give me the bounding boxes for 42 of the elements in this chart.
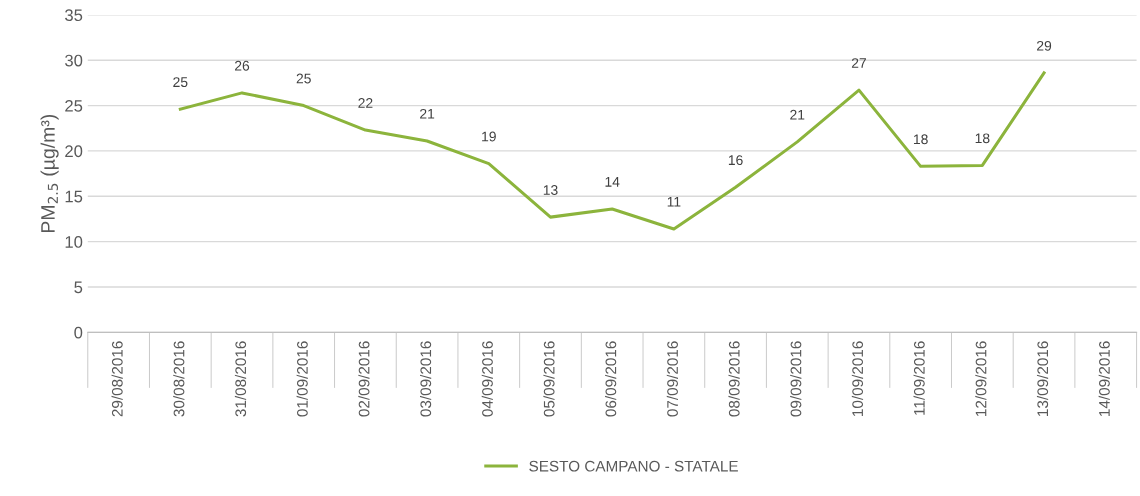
data-label: 25 [173, 77, 188, 88]
x-tick-label: 07/09/2016 [666, 341, 678, 417]
x-tick-label: 06/09/2016 [605, 341, 617, 417]
x-tick-label: 01/09/2016 [296, 341, 308, 417]
y-axis-title: PM$_{2.5}$ (µg/m³) [40, 114, 59, 233]
x-tick-label: 02/09/2016 [358, 341, 370, 417]
data-label: 16 [728, 155, 743, 166]
x-tick-label: 30/08/2016 [173, 341, 185, 417]
y-tick-label: 0 [74, 326, 83, 339]
legend-label: SESTO CAMPANO - STATALE [529, 460, 738, 472]
x-tick-label: 04/09/2016 [481, 341, 493, 417]
x-tick-label: 08/09/2016 [728, 341, 740, 417]
x-tick-label: 31/08/2016 [234, 341, 247, 417]
data-label: 14 [605, 177, 620, 187]
x-tick-label: 29/08/2016 [111, 341, 123, 417]
y-tick-label: 5 [74, 281, 83, 294]
data-label: 21 [790, 109, 805, 120]
data-label: 11 [667, 197, 681, 207]
x-tick-label: 09/09/2016 [790, 341, 802, 417]
y-tick-label: 10 [65, 236, 83, 248]
x-tick-label: 10/09/2016 [851, 341, 864, 416]
y-tick-label: 25 [65, 99, 83, 112]
data-label: 22 [358, 98, 373, 108]
data-label: 18 [913, 134, 928, 145]
y-tick-label: 35 [65, 9, 83, 22]
data-label: 26 [234, 60, 250, 71]
x-tick-label: 03/09/2016 [419, 341, 432, 417]
y-tick-label: 15 [65, 190, 83, 203]
x-tick-label: 05/09/2016 [543, 341, 555, 417]
data-label: 25 [296, 73, 311, 84]
x-tick-label: 11/09/2016 [913, 341, 925, 415]
data-label: 13 [543, 185, 558, 195]
data-label: 21 [420, 108, 435, 119]
x-tick-label: 12/09/2016 [975, 341, 987, 416]
x-tick-label: 14/09/2016 [1098, 341, 1110, 416]
y-tick-label: 20 [65, 145, 83, 158]
data-label: 18 [975, 133, 990, 144]
x-tick-label: 13/09/2016 [1036, 341, 1049, 416]
data-label: 29 [1037, 40, 1052, 51]
data-label: 19 [482, 131, 496, 142]
y-tick-label: 30 [65, 54, 83, 67]
data-label: 27 [851, 58, 866, 68]
